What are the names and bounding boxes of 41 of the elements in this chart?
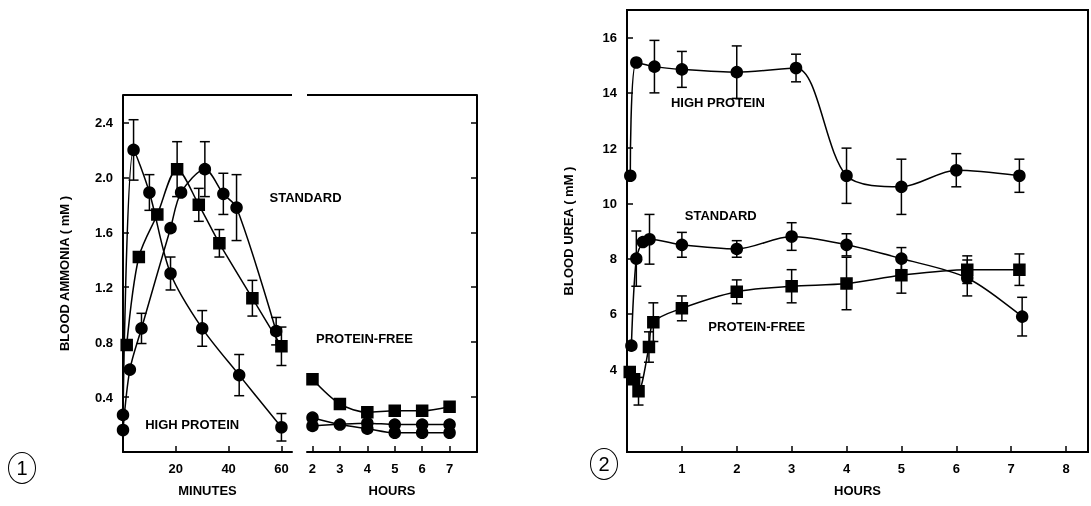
x-tick-label: 2: [308, 461, 317, 476]
y-tick-label: 16: [602, 30, 617, 46]
y-tick-label: 0.4: [94, 389, 114, 405]
x-tick-label: 2: [733, 461, 741, 476]
x-tick-label: 8: [1062, 461, 1070, 476]
x-axis-title: MINUTES: [178, 483, 238, 498]
y-tick-label: 1.6: [94, 224, 113, 240]
x-tick-label: 60: [274, 461, 289, 476]
y-tick-label: 8: [609, 251, 617, 267]
x-tick-label: 5: [391, 461, 399, 476]
text: STANDARD: [269, 190, 342, 206]
x-tick-label: 20: [168, 461, 184, 476]
y-tick-label: 14: [602, 85, 618, 101]
y-tick-label: 2.0: [94, 169, 113, 185]
text: PROTEIN-FREE: [316, 330, 414, 346]
x-axis-title: HOURS: [368, 483, 416, 498]
x-tick-label: 7: [1007, 461, 1015, 476]
x-tick-label: 1: [678, 461, 686, 476]
series-label: STANDARD: [684, 208, 757, 224]
y-tick-label: 10: [602, 195, 617, 211]
x-tick-label: 6: [952, 461, 960, 476]
x-tick-label: 7: [445, 461, 454, 476]
y-axis-title: BLOOD UREA ( mM ): [561, 166, 576, 296]
y-tick-label: 12: [602, 140, 617, 156]
y-tick-label: 4: [609, 361, 618, 377]
y-tick-label: 2.4: [94, 114, 114, 130]
x-tick-label: 4: [842, 461, 851, 476]
x-tick-label: 6: [418, 461, 426, 476]
x-tick-label: 3: [336, 461, 344, 476]
series-label: PROTEIN-FREE: [708, 319, 806, 335]
series-label: HIGH PROTEIN: [670, 94, 765, 110]
y-axis-title: BLOOD AMMONIA ( mM ): [57, 195, 72, 352]
y-tick-label: 0.8: [94, 334, 113, 350]
x-tick-label: 40: [221, 461, 236, 476]
series-label: HIGH PROTEIN: [145, 416, 240, 432]
x-tick-label: 3: [788, 461, 796, 476]
x-axis-title: HOURS: [834, 483, 882, 498]
x-tick-label: 4: [363, 461, 372, 476]
y-tick-label: 6: [609, 306, 617, 322]
y-tick-label: 1.2: [94, 279, 113, 295]
x-tick-label: 5: [897, 461, 906, 476]
